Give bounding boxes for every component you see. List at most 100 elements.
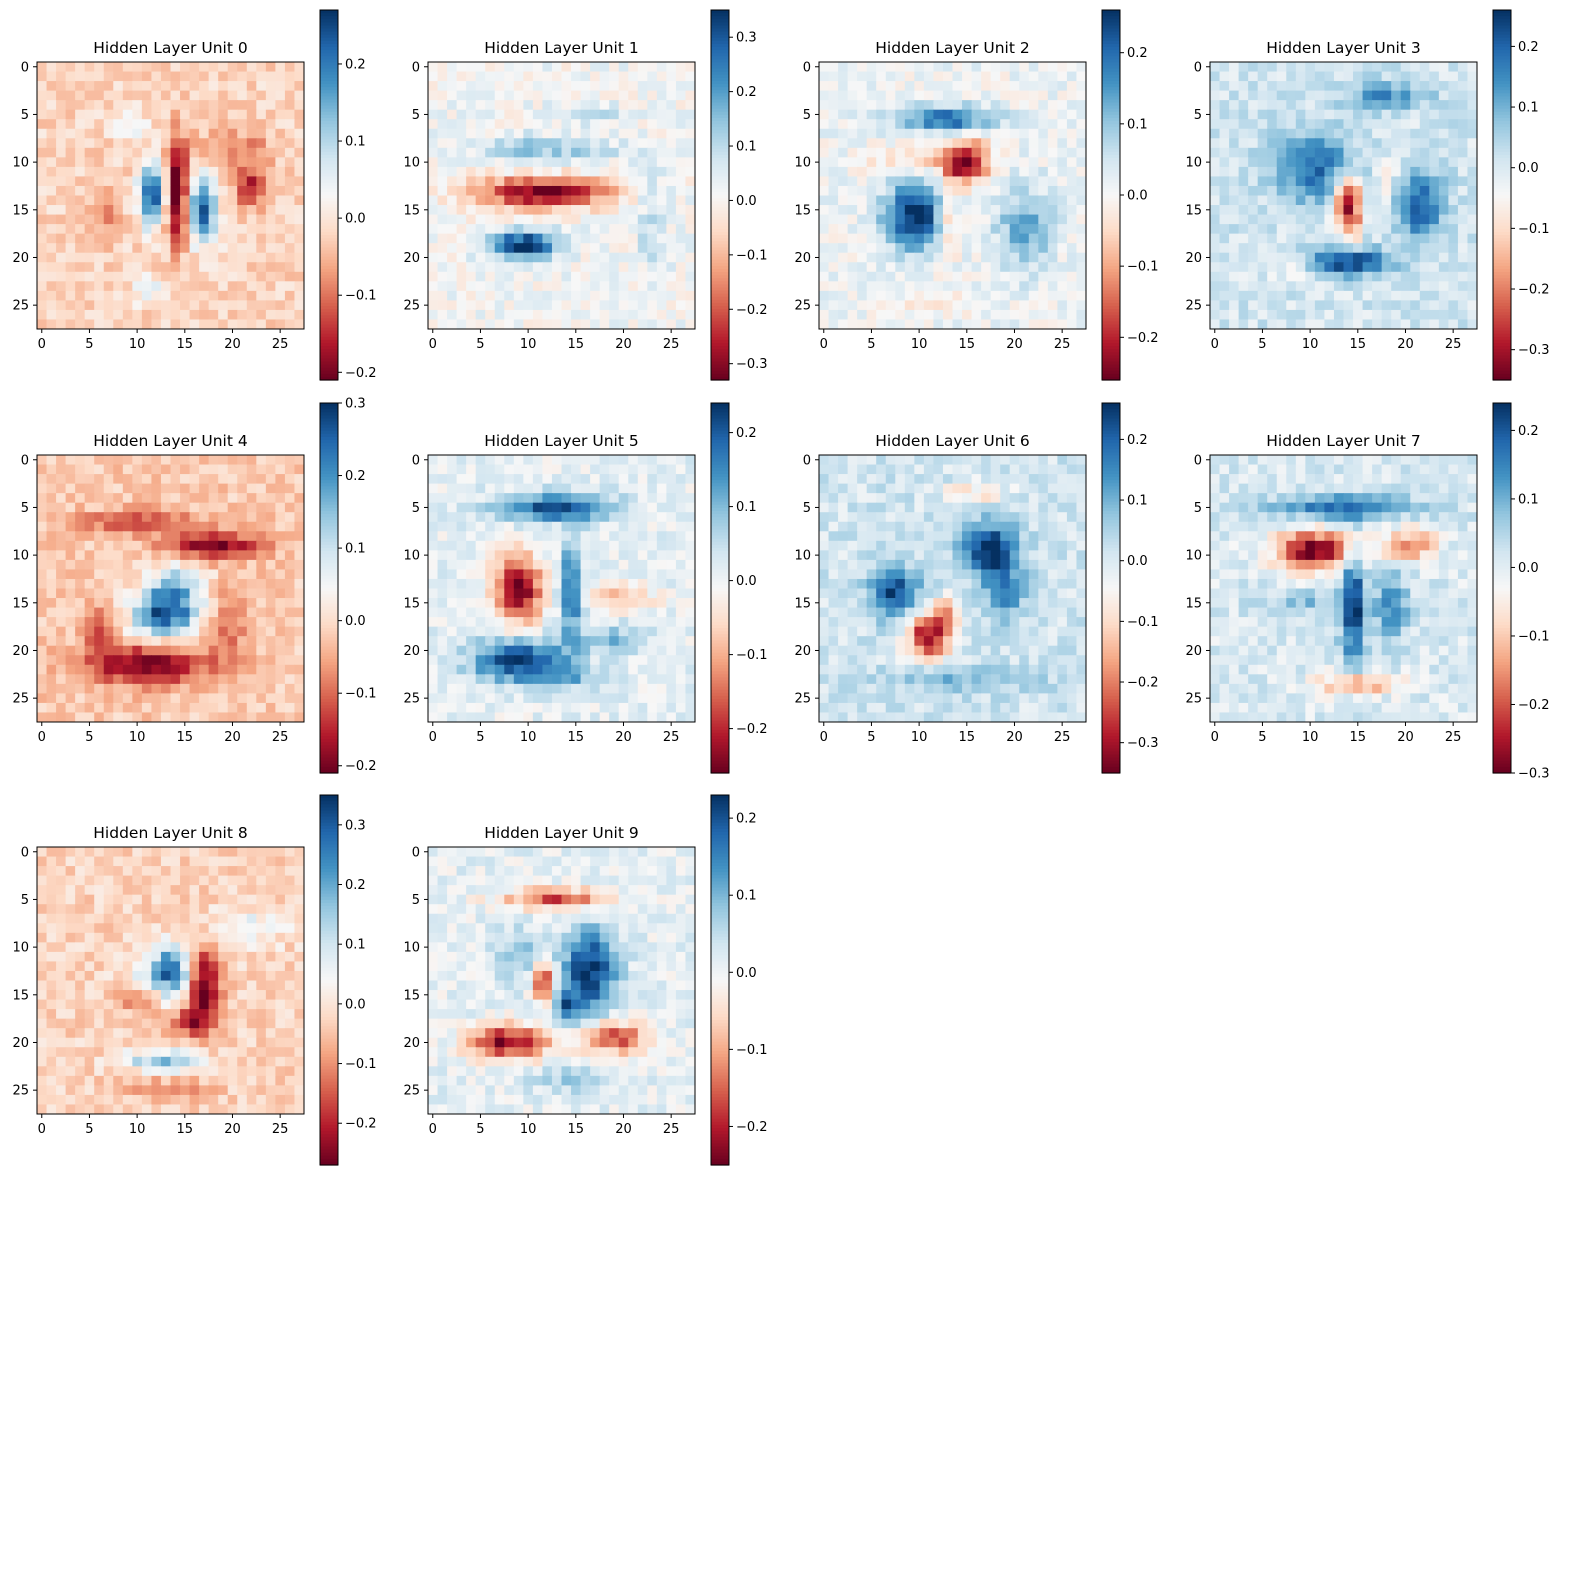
heatmap-cell [275,319,286,330]
heatmap-cell [447,128,458,139]
x-tick-label: 10 [911,337,928,352]
colorbar-segment [1102,265,1120,270]
heatmap-cell [1372,290,1383,301]
heatmap-cell [456,81,467,92]
heatmap-cell [981,214,992,225]
heatmap-cell [65,71,76,82]
colorbar-segment [711,358,729,363]
heatmap-cell [876,224,887,235]
y-tick-label: 10 [12,156,29,171]
heatmap-cell [37,300,48,311]
heatmap-cell [132,176,143,187]
heatmap-cell [218,521,229,532]
heatmap-cell [170,109,181,120]
heatmap-cell [838,271,849,282]
heatmap-cell [284,512,295,523]
heatmap-cell [65,702,76,713]
heatmap-cell [599,271,610,282]
heatmap-cell [618,166,629,177]
heatmap-cell [180,693,191,704]
heatmap-cell [237,81,248,92]
heatmap-cell [180,664,191,675]
heatmap-cell [475,540,486,551]
heatmap-cell [942,119,953,130]
heatmap-cell [256,319,267,330]
heatmap-cell [189,683,200,694]
heatmap-cell [189,205,200,216]
heatmap-cell [94,195,105,206]
colorbar-segment [1102,330,1120,335]
heatmap-cell [56,81,67,92]
heatmap-cell [170,290,181,301]
heatmap-cell [1000,71,1011,82]
heatmap-cell [94,493,105,504]
colorbar-segment [1102,259,1120,264]
heatmap-cell [94,655,105,666]
heatmap-cell [180,550,191,561]
heatmap-cell [218,71,229,82]
colorbar-segment [1493,47,1511,51]
heatmap-cell [1210,243,1221,254]
heatmap-cell [1429,128,1440,139]
heatmap-cell [466,262,477,273]
heatmap-cell [675,157,686,168]
heatmap-cell [1400,271,1411,282]
heatmap-cell [428,521,439,532]
heatmap-cell [1038,71,1049,82]
heatmap-cell [1076,309,1087,320]
heatmap-cell [113,502,124,513]
heatmap-cell [160,166,171,177]
heatmap-cell [208,100,219,111]
heatmap-cell [1276,205,1287,216]
heatmap-cell [1429,195,1440,206]
heatmap-cell [933,319,944,330]
heatmap-cell [942,233,953,244]
colorbar-segment [320,158,338,162]
heatmap-cell [1219,71,1230,82]
heatmap-cell [1438,81,1449,92]
heatmap-cell [46,712,57,723]
heatmap-cell [1000,166,1011,177]
heatmap-cell [675,224,686,235]
heatmap-cell [609,531,620,542]
heatmap-cell [532,521,543,532]
heatmap-cell [1295,224,1306,235]
heatmap-cell [199,626,210,637]
heatmap-cell [1343,271,1354,282]
heatmap-cell [1381,224,1392,235]
heatmap-cell [1381,214,1392,225]
heatmap-cell [1267,271,1278,282]
heatmap-cell [151,100,162,111]
colorbar-segment [320,495,338,500]
heatmap-cell [599,262,610,273]
heatmap-cell [866,290,877,301]
heatmap-cell [933,119,944,130]
heatmap-cell [1000,109,1011,120]
heatmap-cell [180,598,191,609]
heatmap-cell [1467,100,1478,111]
heatmap-cell [571,493,582,504]
heatmap-cell [122,540,133,551]
heatmap-cell [237,455,248,466]
heatmap-cell [56,578,67,589]
heatmap-cell [637,195,648,206]
heatmap-cell [1410,214,1421,225]
colorbar-segment [1102,47,1120,51]
heatmap-cell [199,81,210,92]
heatmap-cell [208,464,219,475]
heatmap-cell [1467,62,1478,73]
heatmap-cell [1009,157,1020,168]
heatmap-cell [971,262,982,273]
heatmap-cell [1314,185,1325,196]
heatmap-cell [571,474,582,485]
heatmap-panel-4: Hidden Layer Unit 40 5 10 15 20 250510152025−… [12,397,376,775]
heatmap-cell [246,645,257,656]
heatmap-cell [475,224,486,235]
heatmap-cell [551,243,562,254]
heatmap-cell [1314,119,1325,130]
heatmap-cell [494,138,505,149]
heatmap-cell [895,81,906,92]
heatmap-cell [685,521,696,532]
heatmap-cell [284,176,295,187]
colorbar-tick-label: −0.3 [736,357,768,372]
